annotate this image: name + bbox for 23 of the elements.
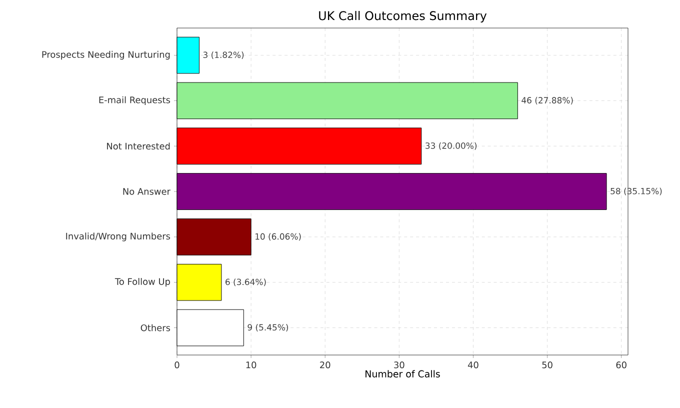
data-label: 33 (20.00%) — [426, 142, 477, 150]
y-tick-label: Others — [140, 324, 170, 332]
x-tick-label: 20 — [320, 362, 330, 368]
data-label: 46 (27.88%) — [522, 96, 573, 104]
data-label: 3 (1.82%) — [203, 51, 244, 60]
y-tick-label: To Follow Up — [114, 278, 170, 287]
y-tick-label: No Answer — [123, 188, 170, 195]
data-label: 9 (5.45%) — [248, 324, 288, 332]
y-tick-label: Not Interested — [107, 142, 170, 150]
y-tick-label: Invalid/Wrong Numbers — [66, 232, 170, 242]
x-tick-label: 50 — [542, 362, 552, 368]
data-label: 58 (35.15%) — [610, 188, 662, 196]
x-axis-title: Number of Calls — [366, 370, 440, 378]
chart-title: UK Call Outcomes Summary — [319, 10, 487, 23]
data-label: 6 (3.64%) — [226, 278, 266, 286]
data-label: 10 (6.06%) — [256, 233, 301, 241]
x-tick-label: 0 — [174, 362, 180, 368]
x-tick-label: 60 — [616, 362, 626, 368]
x-tick-label: 40 — [468, 362, 478, 368]
x-tick-label: 30 — [394, 362, 404, 368]
y-tick-label: Prospects Needing Nurturing — [42, 50, 170, 60]
y-tick-label: E-mail Requests — [99, 96, 170, 106]
x-tick-label: 10 — [246, 362, 256, 368]
